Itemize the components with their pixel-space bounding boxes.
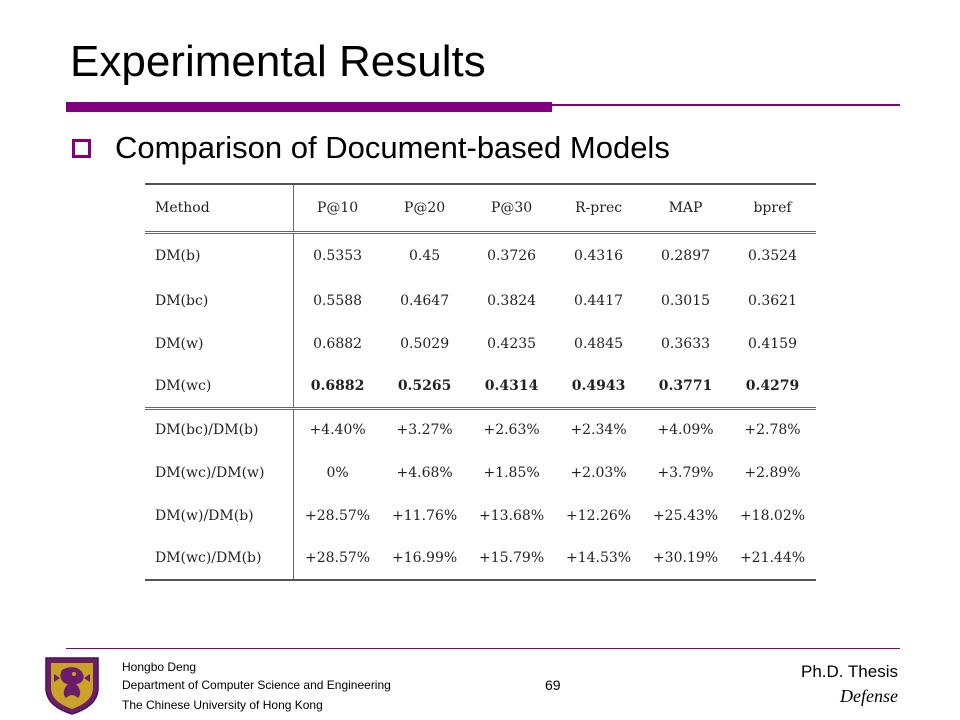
table-cell: +18.02% [739, 507, 806, 524]
table-cell: 0.4417 [574, 292, 624, 309]
table-cell: +21.44% [729, 537, 816, 581]
footer-author: Hongbo Deng [122, 660, 197, 674]
table-cell-method: DM(b) [145, 232, 294, 279]
table-cell: 0% [326, 464, 349, 481]
table-cell: 0.5029 [400, 335, 450, 352]
table-header-cell: P@10 [293, 184, 382, 234]
table-cell: 0.3726 [487, 248, 537, 265]
table-cell: +11.76% [392, 507, 458, 524]
table-cell: +4.40% [309, 422, 366, 439]
table-header-cell: MAP [642, 184, 729, 234]
table-cell: 0.4845 [574, 335, 624, 352]
table-header-row: Method P@10 P@20 P@30 R-prec MAP bpref [145, 184, 816, 234]
table-cell: 0.5265 [381, 365, 469, 410]
table-row: DM(wc)/DM(b) +28.57% +16.99% +15.79% +14… [145, 537, 816, 581]
table-row-best: DM(wc) 0.6882 0.5265 0.4314 0.4943 0.377… [145, 365, 816, 410]
table-cell-method: DM(w) [145, 322, 294, 365]
thesis-subtitle: Defense [840, 686, 898, 706]
table-cell: 0.6882 [313, 335, 363, 352]
table-row: DM(bc)/DM(b) +4.40% +3.27% +2.63% +2.34%… [145, 408, 816, 451]
table-cell: +3.27% [396, 422, 453, 439]
table-header-cell: Method [145, 184, 294, 234]
table-cell: +2.89% [744, 464, 801, 481]
footer-department: Department of Computer Science and Engin… [122, 678, 391, 692]
table-cell-method: DM(bc) [145, 279, 294, 322]
table-cell: +2.03% [570, 464, 627, 481]
table-cell: 0.3633 [661, 335, 711, 352]
table-cell: 0.3524 [748, 248, 797, 265]
table-row: DM(b) 0.5353 0.45 0.3726 0.4316 0.2897 0… [145, 232, 816, 279]
table-cell: 0.4159 [748, 335, 797, 352]
table-cell: +30.19% [642, 537, 729, 581]
footer-divider [66, 648, 900, 649]
table-cell: +2.63% [483, 422, 540, 439]
results-table: Method P@10 P@20 P@30 R-prec MAP bpref D… [145, 183, 816, 581]
table-cell-method: DM(bc)/DM(b) [145, 408, 294, 451]
title-underline-thin [552, 104, 900, 106]
table-cell-method: DM(wc)/DM(b) [145, 537, 294, 581]
table-cell: 0.5353 [313, 248, 363, 265]
table-cell: +16.99% [381, 537, 469, 581]
table-row: DM(bc) 0.5588 0.4647 0.3824 0.4417 0.301… [145, 279, 816, 322]
table-cell: +1.85% [483, 464, 540, 481]
table-row: DM(w)/DM(b) +28.57% +11.76% +13.68% +12.… [145, 494, 816, 537]
title-underline-thick [66, 102, 552, 112]
table-cell: 0.6882 [293, 365, 382, 410]
table-cell: 0.4316 [574, 248, 624, 265]
slide-title: Experimental Results [70, 37, 486, 86]
table-header-cell: R-prec [555, 184, 643, 234]
thesis-title: Ph.D. Thesis [800, 662, 898, 681]
table-cell: +28.57% [293, 537, 382, 581]
table-row: DM(wc)/DM(w) 0% +4.68% +1.85% +2.03% +3.… [145, 451, 816, 494]
table-cell: +3.79% [657, 464, 714, 481]
table-cell: +28.57% [305, 507, 371, 524]
table-cell: 0.4235 [487, 335, 537, 352]
table-cell: +2.78% [744, 422, 801, 439]
table-cell: 0.3771 [642, 365, 729, 410]
table-cell: +2.34% [570, 422, 627, 439]
table-header-cell: bpref [729, 184, 816, 234]
table-group-improvements: DM(bc)/DM(b) +4.40% +3.27% +2.63% +2.34%… [145, 408, 816, 581]
table-cell: 0.4279 [729, 365, 816, 410]
table-cell-method: DM(wc)/DM(w) [145, 451, 294, 494]
bullet-text: Comparison of Document-based Models [115, 130, 670, 165]
table-cell: +4.68% [396, 464, 453, 481]
table-row: DM(w) 0.6882 0.5029 0.4235 0.4845 0.3633… [145, 322, 816, 365]
hollow-square-icon [72, 138, 91, 158]
table-cell: 0.3621 [748, 292, 797, 309]
table-cell: +25.43% [652, 507, 719, 524]
bullet-point: Comparison of Document-based Models [72, 128, 670, 168]
table-cell: +4.09% [657, 422, 714, 439]
table-cell: 0.4647 [400, 292, 450, 309]
table-cell: +12.26% [565, 507, 632, 524]
footer-university: The Chinese University of Hong Kong [122, 698, 323, 712]
table-cell: 0.4943 [555, 365, 643, 410]
table-cell: 0.4314 [468, 365, 556, 410]
table-cell: +14.53% [555, 537, 643, 581]
table-header-cell: P@30 [468, 184, 556, 234]
table-cell: +15.79% [468, 537, 556, 581]
page-number: 69 [545, 677, 561, 693]
table-cell-method: DM(wc) [145, 365, 294, 410]
table-cell: 0.3015 [661, 292, 711, 309]
table-cell: +13.68% [479, 507, 545, 524]
table-cell: 0.45 [409, 248, 441, 265]
title-underline [66, 102, 900, 116]
table-cell: 0.3824 [487, 292, 537, 309]
table-cell: 0.5588 [313, 292, 363, 309]
university-crest-icon [45, 657, 99, 715]
table-cell: 0.2897 [661, 248, 711, 265]
table-group-scores: DM(b) 0.5353 0.45 0.3726 0.4316 0.2897 0… [145, 232, 816, 410]
table-cell-method: DM(w)/DM(b) [145, 494, 294, 537]
table-header-cell: P@20 [381, 184, 469, 234]
